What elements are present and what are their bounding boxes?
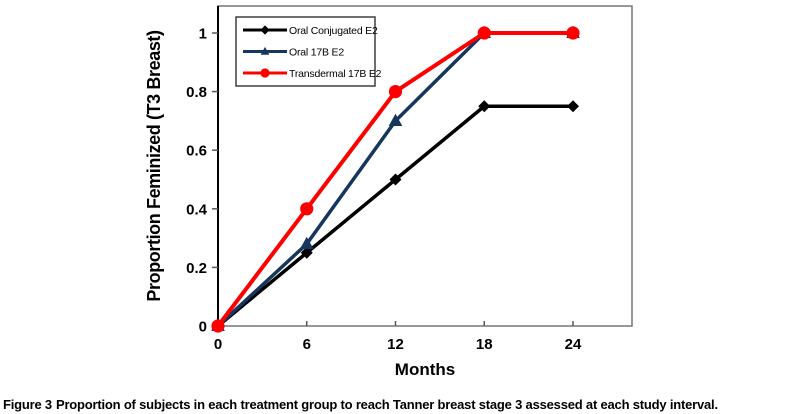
marker-transdermal-17b-e2-x24 (566, 26, 580, 40)
legend-item-transdermal-17b-e2: Transdermal 17B E2 (243, 68, 382, 80)
y-axis-title: Proportion Feminized (T3 Breast) (144, 30, 164, 302)
legend-marker-triangle (260, 46, 270, 55)
x-tick-label: 24 (565, 336, 582, 353)
series-transdermal-17b-e2 (211, 26, 580, 333)
legend-item-oral-17b-e2: Oral 17B E2 (243, 46, 345, 58)
marker-transdermal-17b-e2-x18 (477, 26, 491, 40)
feminization-line-chart: 0 6 12 18 24 0 0.2 0.4 0.6 0.8 1 Oral Conjugated E2… (144, 5, 633, 379)
y-tick-label: 0 (199, 319, 207, 336)
y-tick-label: 1 (199, 26, 207, 43)
marker-oral-conjugated-e2-x12 (389, 173, 402, 186)
x-tick-label: 6 (303, 336, 311, 353)
x-tick-label: 18 (476, 336, 493, 353)
marker-oral-conjugated-e2-x18 (478, 100, 491, 113)
marker-oral-17b-e2-x6 (299, 236, 314, 249)
legend-label: Transdermal 17B E2 (289, 68, 382, 80)
legend-marker-diamond (260, 25, 270, 35)
figure-caption-label: Figure 3 (3, 397, 52, 412)
legend-marker-circle (260, 68, 270, 78)
marker-oral-conjugated-e2-x24 (567, 100, 579, 113)
legend-item-oral-conjugated-e2: Oral Conjugated E2 (243, 25, 378, 37)
figure-caption-text: Proportion of subjects in each treatment… (55, 397, 718, 412)
x-axis-title: Months (395, 360, 455, 379)
y-tick-label: 0.8 (186, 84, 207, 101)
plot-area: 0 6 12 18 24 0 0.2 0.4 0.6 0.8 1 Oral Conjugated E2… (186, 5, 633, 353)
marker-transdermal-17b-e2-x6 (300, 202, 314, 216)
y-tick-label: 0.2 (186, 260, 207, 277)
marker-transdermal-17b-e2-x0 (211, 319, 225, 333)
marker-oral-conjugated-e2-x6 (300, 246, 313, 259)
x-tick-label: 0 (214, 336, 222, 353)
marker-transdermal-17b-e2-x12 (388, 85, 403, 99)
y-tick-label: 0.4 (186, 201, 208, 218)
x-tick-label: 12 (387, 336, 404, 353)
legend: Oral Conjugated E2 Oral 17B E2 Transdermal… (235, 16, 382, 87)
y-tick-label: 0.6 (186, 143, 207, 160)
marker-oral-17b-e2-x12 (388, 113, 403, 126)
legend-label: Oral Conjugated E2 (289, 25, 378, 37)
legend-label: Oral 17B E2 (289, 46, 344, 58)
figure-caption: Figure 3 Proportion of subjects in each t… (3, 397, 793, 412)
